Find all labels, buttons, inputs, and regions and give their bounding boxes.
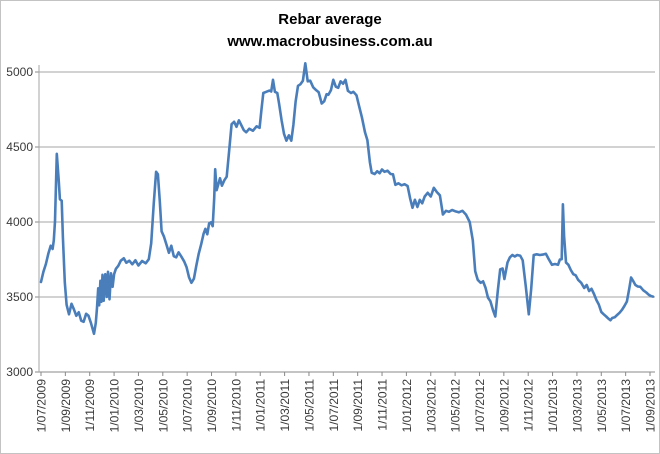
x-tick-label: 1/01/2010 (108, 379, 122, 433)
y-tick-label: 3500 (6, 290, 33, 304)
x-axis-labels: 1/07/2009 1/09/2009 1/11/2009 1/01/2010 1/03… (35, 379, 658, 433)
x-tick-label: 1/09/2009 (59, 379, 73, 433)
x-tick-label: 1/01/2012 (400, 379, 414, 433)
x-tick-label: 1/11/2010 (229, 379, 243, 432)
y-tick-label: 5000 (6, 65, 33, 79)
y-axis-labels: 3000 3500 4000 4500 5000 (6, 65, 33, 379)
y-tick-label: 4500 (6, 140, 33, 154)
x-tick-label: 1/09/2012 (497, 379, 511, 433)
y-tick-label: 4000 (6, 215, 33, 229)
x-tick-label: 1/07/2013 (619, 379, 633, 433)
x-axis (40, 372, 651, 376)
x-tick-label: 1/01/2011 (254, 379, 268, 432)
price-line-series (39, 61, 655, 336)
x-tick-label: 1/11/2011 (376, 379, 390, 431)
x-tick-label: 1/09/2010 (205, 379, 219, 433)
x-tick-label: 1/03/2011 (278, 379, 292, 432)
chart-subtitle: www.macrobusiness.com.au (226, 33, 432, 50)
x-tick-label: 1/05/2011 (302, 379, 316, 432)
x-tick-label: 1/09/2011 (351, 379, 365, 432)
x-tick-label: 1/05/2012 (449, 379, 463, 433)
x-tick-label: 1/05/2010 (156, 379, 170, 433)
x-tick-label: 1/07/2010 (181, 379, 195, 433)
y-axis (35, 65, 40, 373)
x-tick-label: 1/07/2011 (327, 379, 341, 432)
x-tick-label: 1/05/2013 (595, 379, 609, 433)
x-tick-label: 1/01/2013 (546, 379, 560, 433)
x-tick-label: 1/03/2013 (570, 379, 584, 433)
x-tick-label: 1/11/2012 (522, 379, 536, 432)
x-tick-label: 1/07/2009 (35, 379, 49, 433)
x-tick-label: 1/03/2012 (424, 379, 438, 433)
x-tick-label: 1/03/2010 (132, 379, 146, 433)
x-tick-label: 1/09/2013 (644, 379, 658, 433)
x-tick-label: 1/11/2009 (83, 379, 97, 432)
y-tick-label: 3000 (6, 365, 33, 379)
series-lines (39, 61, 655, 336)
chart-title: Rebar average (278, 11, 381, 28)
x-tick-label: 1/07/2012 (473, 379, 487, 433)
